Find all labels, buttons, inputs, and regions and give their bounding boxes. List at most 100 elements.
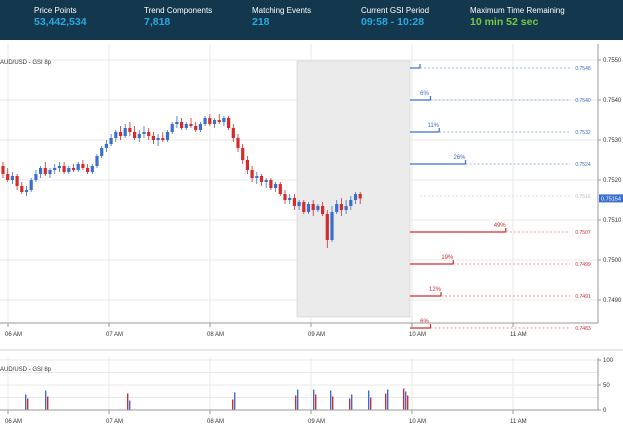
candle-body [1,166,5,174]
candle-body [212,120,217,124]
stat-value: 53,442,534 [34,16,87,28]
sub-grid [0,358,598,411]
projection-level: 0.7499 [575,262,591,268]
candle-body [62,166,66,172]
candle-body [259,176,264,182]
candle-body [147,132,151,136]
candle-body [330,212,334,240]
projection-pct: 6% [420,319,429,325]
projection-level: 0.7548 [575,66,591,72]
candle-body [161,138,165,140]
candle-body [189,124,193,126]
candle-body [180,122,184,128]
projection-pct: 6% [420,91,429,97]
candle-body [311,204,315,210]
price-label: 0.7500 [603,258,622,264]
candle-body [245,160,249,170]
candle-body [208,118,212,124]
event-bar [351,394,353,410]
projection-pct: 19% [441,255,454,261]
stat-label: Trend Components [144,6,213,15]
candle-body [222,118,226,122]
candle-body [10,176,14,180]
candle-body [255,176,259,178]
candle-body [292,198,296,206]
candle-body [269,180,273,188]
sub-axis-label: 100 [603,358,614,364]
candle-body [274,184,278,188]
stat-value: 7,818 [144,16,171,28]
time-label: 11 AM [510,419,527,425]
event-bar [332,396,334,410]
price-label: 0.7530 [603,138,622,144]
event-bar [315,394,317,410]
projection-pct: 12% [429,287,442,293]
candle-body [321,206,325,214]
candle-body [156,138,160,140]
candle-body [43,168,47,174]
candle-body [90,166,94,172]
price-label: 0.7510 [603,218,622,224]
candle-body [57,166,61,168]
candle-body [67,168,71,172]
candle-body [81,164,85,168]
candle-body [133,132,137,138]
event-bar [330,390,332,410]
projection-pct: 49% [494,223,507,229]
sub-axis-label: 50 [603,383,610,389]
time-label: 08 AM [207,332,224,338]
candle-body [250,170,254,178]
candle-body [344,206,348,210]
event-bar [387,389,389,410]
candle-body [217,120,221,122]
candle-body [15,176,19,186]
candle-body [236,138,240,148]
price-label: 0.7540 [603,98,622,104]
candle-body [48,170,52,174]
time-label: 06 AM [5,419,22,425]
candle-body [128,128,132,132]
candle-body [264,180,268,182]
candle-body [184,124,188,128]
time-label: 06 AM [5,332,22,338]
candle-body [118,132,123,136]
projection-level: 0.7540 [575,98,591,104]
candle-body [316,206,320,210]
event-bar [45,390,47,410]
price-chart[interactable]: 0.7548 6% 0.7540 11% 0.7532 26% 0.7524 0.7516 49… [0,40,623,340]
candle-body [29,180,33,190]
gsi-events-chart[interactable]: 100 50 0 06 AM 07 AM 08 AM 09 AM 10 AM 11 AM [0,340,623,428]
projections: 0.7548 6% 0.7540 11% 0.7532 26% 0.7524 0.7516 49… [410,64,591,332]
candle-body [194,126,198,130]
stat-label: Current GSI Period [361,6,430,15]
projection-level: 0.7483 [575,326,591,332]
candle-body [241,148,245,160]
event-bar [232,399,234,410]
candle-body [100,148,104,156]
sub-chart-title: AUD/USD - GSI 8p [0,367,52,373]
candle-body [76,164,80,170]
candle-body [227,118,231,128]
stat-value: 10 min 52 sec [470,16,539,28]
stat-label: Matching Events [252,6,312,15]
event-bar [385,393,387,410]
projection-level: 0.7524 [575,162,591,168]
time-label: 08 AM [207,419,224,425]
candle-body [104,144,108,148]
projection-level: 0.7507 [575,230,591,236]
candle-body [151,136,155,140]
time-label: 10 AM [409,332,426,338]
event-bar [25,394,27,410]
projection-level: 0.7516 [575,194,591,200]
main-chart-title: AUD/USD - GSI 8p [0,60,52,66]
candle-body [39,168,43,174]
candle-body [123,128,127,136]
candle-body [170,124,174,132]
stats-header: Price Points 53,442,534 Trend Components… [0,0,623,40]
event-bar [368,390,370,410]
price-label: 0.7490 [603,298,622,304]
price-label: 0.7550 [603,58,622,64]
stat-label: Price Points [34,6,77,15]
event-bar [47,396,49,410]
sub-axis-label: 0 [603,408,607,414]
